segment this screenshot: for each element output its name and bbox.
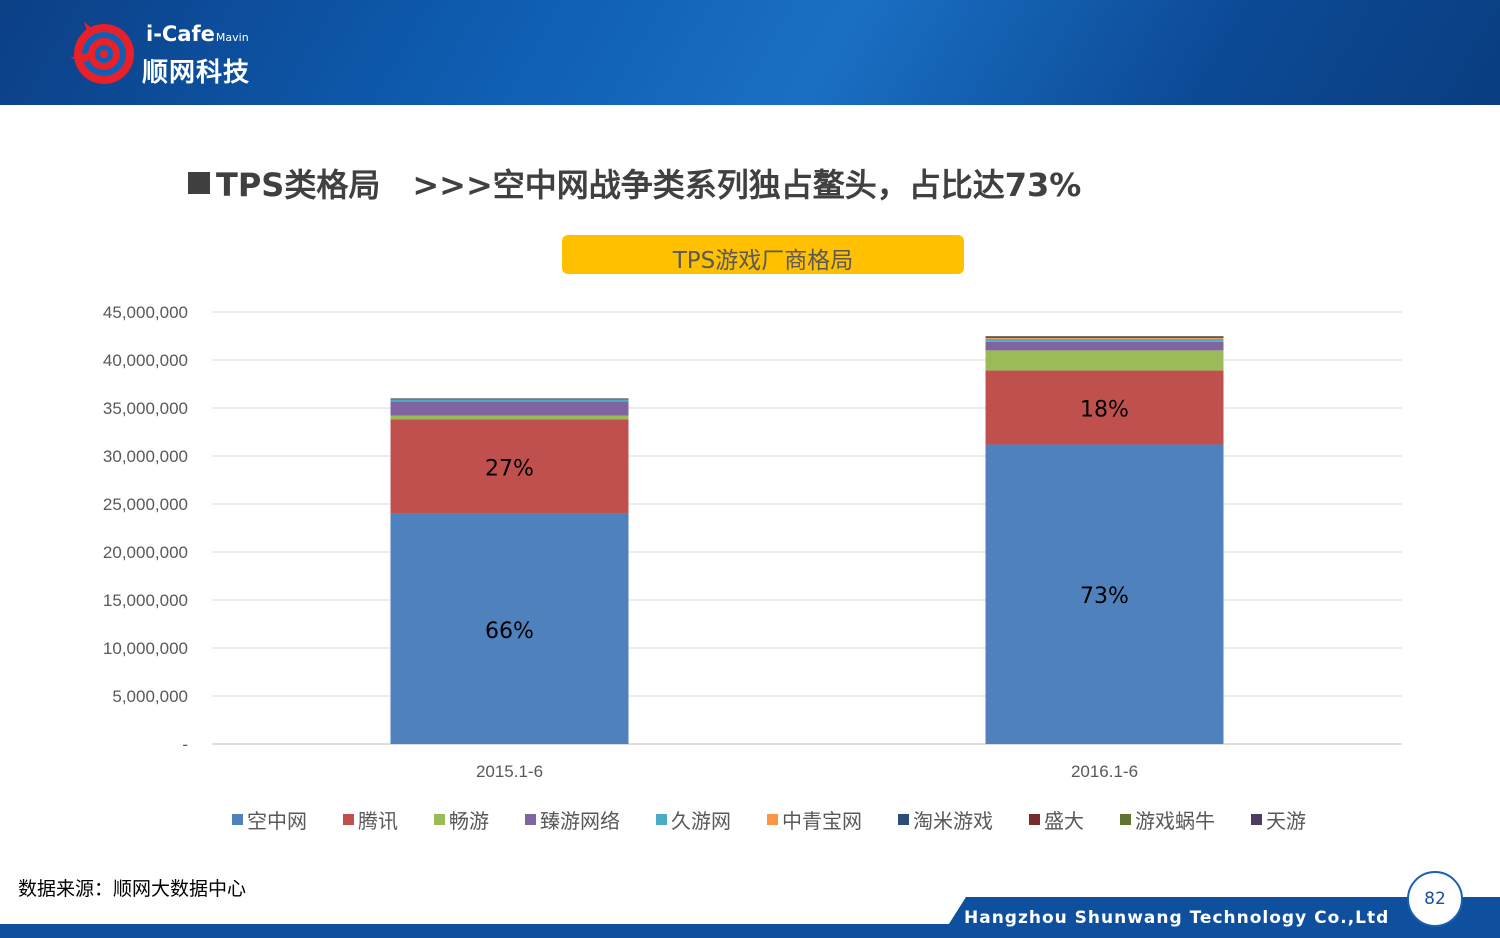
bar-segment: [985, 370, 1224, 445]
y-tick-label: 15,000,000: [103, 591, 188, 610]
bar-segment: [390, 415, 629, 420]
legend-item: 天游: [1251, 805, 1306, 833]
y-tick-label: 25,000,000: [103, 495, 188, 514]
y-tick-label: 40,000,000: [103, 351, 188, 370]
legend-label: 久游网: [671, 808, 731, 833]
logo-text-en: i-CafeMavin: [146, 22, 249, 46]
heading-text: TPS类格局 >>>空中网战争类系列独占鳌头，占比达73%: [216, 166, 1082, 204]
x-tick-label: 2016.1-6: [1071, 762, 1138, 781]
legend-label: 畅游: [449, 808, 489, 833]
legend-label: 腾讯: [358, 808, 398, 833]
legend-item: 久游网: [656, 805, 731, 833]
bar-segment: [985, 337, 1224, 338]
legend-item: 淘米游戏: [898, 805, 993, 833]
bar-segment: [390, 399, 629, 400]
legend-swatch: [767, 813, 778, 825]
bar-segment: [390, 401, 629, 416]
header-banner: i-CafeMavin 顺网科技: [0, 0, 1500, 105]
legend-item: 臻游网络: [525, 805, 620, 833]
bar-segment: [985, 341, 1224, 351]
data-label: 73%: [1080, 584, 1129, 609]
legend-item: 畅游: [434, 805, 489, 833]
legend-label: 淘米游戏: [913, 808, 993, 833]
legend-label: 臻游网络: [540, 808, 620, 833]
shunwang-logo-icon: [70, 22, 134, 84]
bar-segment: [985, 336, 1224, 338]
chart-legend: 空中网 腾讯 畅游 臻游网络 久游网 中青宝网 淘米游戏 盛大 游戏蜗牛 天游: [232, 805, 1342, 833]
legend-label: 空中网: [247, 808, 307, 833]
bar-segment: [985, 336, 1224, 337]
bar-segment: [985, 444, 1224, 744]
y-tick-label: -: [182, 735, 188, 754]
y-tick-label: 10,000,000: [103, 639, 188, 658]
legend-swatch: [343, 813, 354, 825]
y-tick-label: 30,000,000: [103, 447, 188, 466]
company-name: Hangzhou Shunwang Technology Co.,Ltd: [964, 908, 1390, 928]
legend-swatch: [1029, 813, 1040, 825]
legend-swatch: [525, 813, 536, 825]
data-label: 66%: [485, 619, 534, 644]
legend-swatch: [1120, 813, 1131, 825]
bar-segment: [985, 338, 1224, 342]
stacked-bar-chart: - 5,000,000 10,000,000 15,000,000 20,000,000…: [103, 303, 1402, 781]
legend-item: 盛大: [1029, 805, 1084, 833]
legend-item: 空中网: [232, 805, 307, 833]
legend-label: 盛大: [1044, 808, 1084, 833]
x-tick-label: 2015.1-6: [476, 762, 543, 781]
bar-segment: [390, 398, 629, 399]
data-source-note: 数据来源：顺网大数据中心: [18, 878, 247, 900]
data-label: 18%: [1080, 398, 1129, 423]
legend-swatch: [656, 813, 667, 825]
legend-swatch: [898, 813, 909, 825]
page-number: 82: [1407, 871, 1463, 927]
legend-swatch: [232, 813, 243, 825]
bar-segment: [390, 419, 629, 514]
y-tick-label: 35,000,000: [103, 399, 188, 418]
y-tick-label: 5,000,000: [112, 687, 188, 706]
bar-segment: [985, 337, 1224, 339]
legend-swatch: [1251, 813, 1262, 825]
square-bullet-icon: [188, 172, 210, 194]
legend-label: 中青宝网: [782, 808, 862, 833]
y-tick-label: 20,000,000: [103, 543, 188, 562]
chart-title: TPS游戏厂商格局: [562, 235, 964, 274]
bar-segment: [985, 336, 1224, 337]
logo-text-cn: 顺网科技: [142, 58, 251, 88]
slide-heading: TPS类格局 >>>空中网战争类系列独占鳌头，占比达73%: [188, 160, 1081, 206]
legend-label: 天游: [1266, 808, 1306, 833]
bar-segment: [390, 513, 629, 744]
legend-item: 游戏蜗牛: [1120, 805, 1215, 833]
bar-segment: [390, 399, 629, 402]
legend-item: 腾讯: [343, 805, 398, 833]
legend-item: 中青宝网: [767, 805, 862, 833]
footer-strip: [940, 897, 1500, 938]
legend-label: 游戏蜗牛: [1135, 808, 1215, 833]
bar-segment: [985, 350, 1224, 371]
data-label: 27%: [485, 457, 534, 482]
legend-swatch: [434, 813, 445, 825]
y-tick-label: 45,000,000: [103, 303, 188, 322]
